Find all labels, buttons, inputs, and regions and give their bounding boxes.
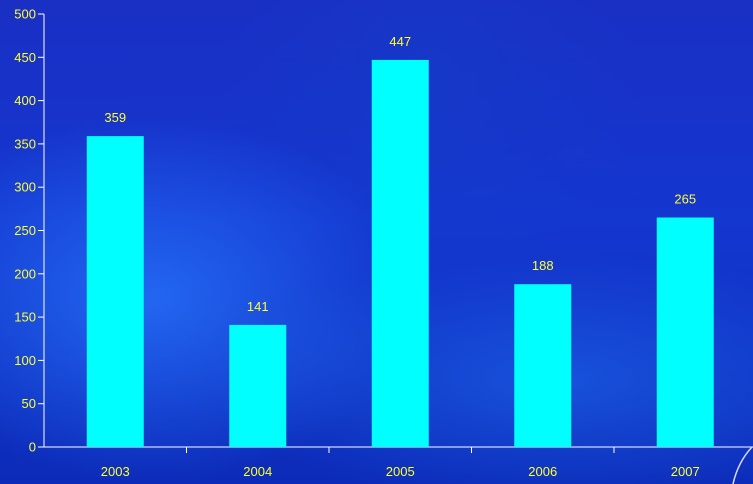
bar-2006 [514, 284, 572, 447]
y-tick-label: 50 [22, 396, 36, 411]
y-tick-label: 450 [14, 50, 36, 65]
x-axis-ticks: 2003 2004 2005 2006 2007 [101, 464, 700, 479]
y-axis-ticks: 0 50 100 150 200 250 300 350 400 450 500 [14, 7, 44, 455]
data-label-2003: 359 [104, 110, 126, 125]
data-label-2004: 141 [247, 299, 269, 314]
data-labels: 359 141 447 188 265 [104, 34, 696, 314]
data-label-2005: 447 [389, 34, 411, 49]
x-tick-label: 2006 [528, 464, 557, 479]
y-tick-label: 350 [14, 136, 36, 151]
chart-bars [86, 59, 714, 447]
y-tick-label: 500 [14, 7, 36, 22]
data-label-2007: 265 [674, 192, 696, 207]
x-tick-label: 2005 [386, 464, 415, 479]
bar-2005 [371, 59, 429, 447]
data-label-2006: 188 [532, 258, 554, 273]
y-tick-label: 200 [14, 266, 36, 281]
x-tick-label: 2003 [101, 464, 130, 479]
y-tick-label: 150 [14, 310, 36, 325]
bar-2007 [656, 217, 714, 447]
y-tick-label: 100 [14, 353, 36, 368]
y-tick-label: 250 [14, 223, 36, 238]
y-tick-label: 400 [14, 93, 36, 108]
x-tick-label: 2007 [671, 464, 700, 479]
decorative-swoosh [732, 446, 753, 484]
y-tick-label: 300 [14, 180, 36, 195]
bar-2003 [86, 136, 144, 447]
x-tick-label: 2004 [243, 464, 272, 479]
y-tick-label: 0 [29, 440, 36, 455]
bar-2004 [229, 324, 287, 447]
